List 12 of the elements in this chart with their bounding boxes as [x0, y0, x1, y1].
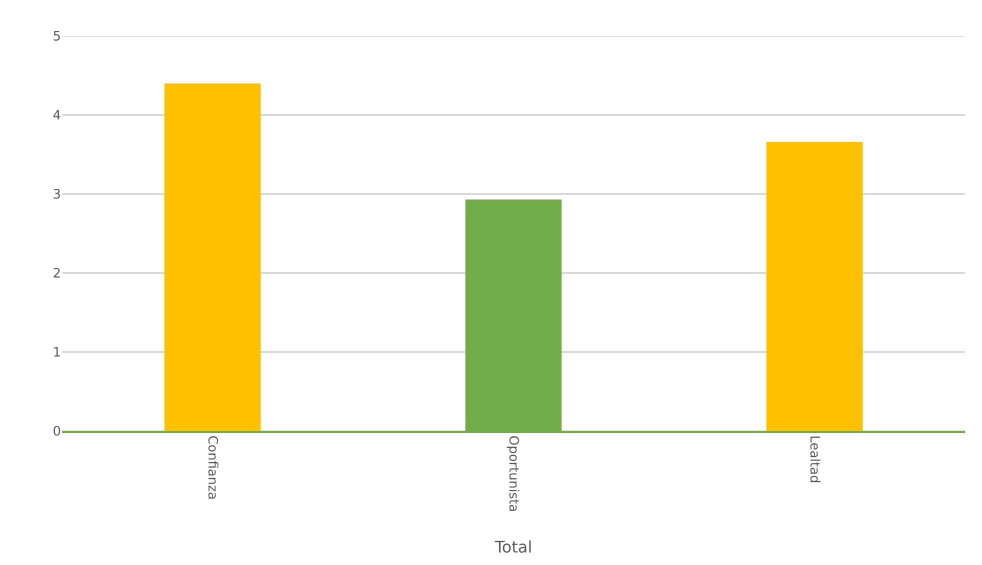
bar: [766, 142, 863, 431]
y-tick-label: 0: [52, 424, 61, 440]
y-tick-label: 5: [52, 30, 61, 45]
x-tick-label: Confianza: [204, 435, 220, 500]
bar: [164, 83, 261, 431]
y-tick-label: 3: [52, 188, 61, 203]
x-tick-label: Oportunista: [505, 435, 520, 512]
y-tick-label: 1: [52, 346, 61, 361]
y-tick-label: 4: [52, 108, 61, 124]
y-tick-label: 2: [52, 266, 61, 282]
x-axis-title: Total: [494, 537, 532, 556]
x-tick-label: Lealtad: [806, 435, 822, 484]
